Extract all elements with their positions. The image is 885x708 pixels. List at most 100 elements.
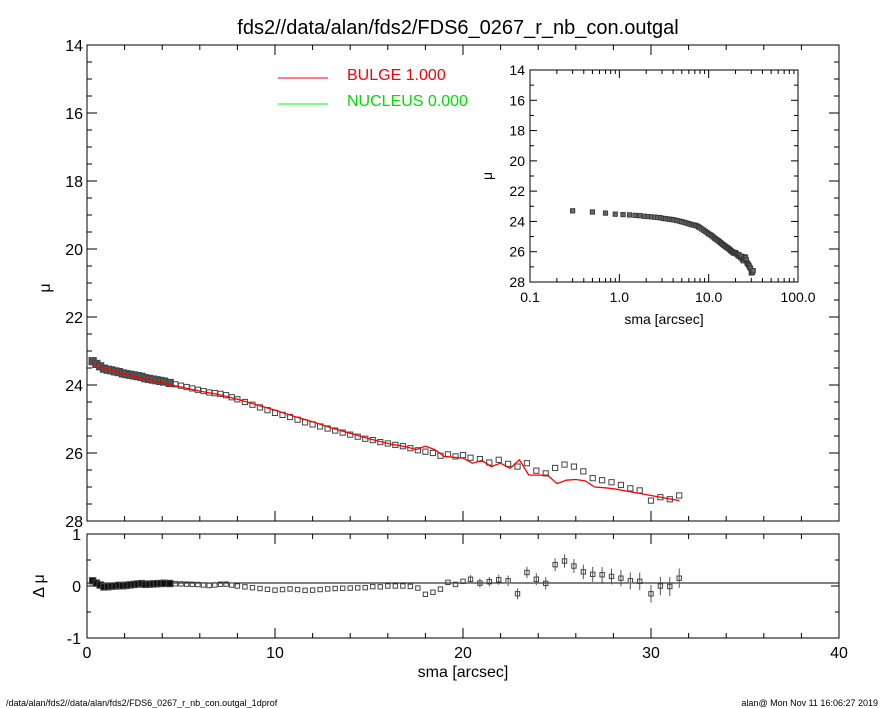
inset-x-axis-label: sma [arcsec]	[624, 311, 703, 327]
inset-y-tick-label: 16	[509, 92, 525, 108]
main-data-point	[505, 460, 512, 467]
residual-data-point	[223, 581, 229, 587]
residual-x-tick-label: 10	[266, 645, 284, 662]
inset-data-point	[626, 212, 633, 218]
residual-x-tick-label: 0	[83, 645, 92, 662]
residual-y-tick-label: 1	[72, 527, 81, 544]
residual-data-point	[287, 586, 293, 592]
main-data-point	[533, 467, 540, 474]
residual-data-point	[392, 583, 399, 589]
residual-data-point	[676, 575, 682, 581]
residual-panel: 10-10 10 20 30 40 sma [arcsec] Δ μ	[31, 527, 848, 681]
residual-data-point	[195, 581, 201, 588]
residual-data-point	[178, 581, 184, 587]
residual-data-point	[172, 581, 179, 587]
residual-data-point	[234, 583, 241, 589]
main-data-point	[542, 470, 549, 477]
main-y-tick-label: 28	[65, 514, 83, 531]
main-data-point	[165, 378, 174, 388]
inset-data-point	[612, 211, 618, 217]
main-y-tick-label: 22	[65, 310, 83, 327]
main-data-point	[599, 477, 606, 484]
inset-data-point	[637, 213, 643, 219]
main-y-tick-label: 20	[65, 242, 83, 259]
residual-data-point	[422, 591, 429, 598]
main-data-point	[467, 454, 474, 461]
residual-data-point	[362, 584, 368, 591]
inset-y-tick-label: 26	[509, 244, 525, 260]
residual-data-point	[264, 586, 271, 593]
main-data-point	[617, 481, 625, 489]
chart-title: fds2//data/alan/fds2/FDS6_0267_r_nb_con.…	[237, 17, 678, 39]
main-data-point	[422, 448, 429, 455]
residual-data-point	[496, 577, 502, 583]
residual-data-point	[189, 581, 195, 588]
inset-data-point	[570, 208, 576, 214]
residual-y-tick-label: -1	[67, 631, 81, 648]
residual-data-point	[467, 576, 474, 582]
residual-data-point	[543, 580, 549, 587]
residual-x-axis-label: sma [arcsec]	[418, 664, 509, 681]
residual-y-axis-label: Δ μ	[31, 574, 48, 597]
main-y-tick-label: 18	[65, 174, 83, 191]
residual-data-point	[324, 586, 331, 592]
residual-data-point	[608, 573, 615, 580]
main-data-point	[627, 485, 634, 492]
residual-data-point	[206, 582, 212, 589]
main-data-point	[608, 479, 615, 486]
main-data-point	[580, 468, 587, 475]
inset-x-tick-label: 100.0	[780, 289, 815, 305]
main-data-point	[514, 463, 521, 470]
residual-data-point	[648, 591, 654, 597]
main-y-axis-label: μ	[37, 283, 54, 292]
main-data-point	[636, 487, 643, 494]
inset-x-tick-label: 0.1	[520, 289, 540, 305]
residual-x-tick-label: 30	[642, 645, 660, 662]
residual-data-point	[514, 591, 521, 597]
residual-x-tick-label: 40	[830, 645, 848, 662]
residual-data-point	[580, 569, 587, 575]
residual-data-point	[524, 569, 530, 576]
main-data-point	[256, 404, 264, 411]
inset-y-axis-label: μ	[479, 172, 495, 180]
inset-y-tick-label: 24	[509, 213, 525, 229]
residual-data-point	[370, 583, 376, 590]
residual-data-point	[552, 561, 558, 568]
residual-data-point	[627, 578, 634, 584]
inset-y-tick-label: 18	[509, 123, 525, 139]
inset-data-points	[570, 208, 756, 276]
main-y-tick-label: 14	[65, 38, 83, 55]
residual-x-tick-label: 20	[454, 645, 472, 662]
inset-axes: 14 16 18 20 22 24 26 280.1 1.0 10.0 100.0	[509, 62, 815, 305]
main-data-point	[414, 447, 421, 454]
residual-data-point	[415, 585, 421, 591]
residual-data-point	[355, 585, 361, 591]
legend: BULGE 1.000 NUCLEUS 0.000	[278, 67, 468, 110]
main-y-tick-label: 16	[65, 106, 83, 123]
residual-data-point	[505, 578, 511, 584]
main-data-point	[429, 449, 437, 457]
inset-plot-frame	[529, 69, 799, 283]
main-y-tick-label: 26	[65, 446, 83, 463]
residual-data-point	[637, 578, 643, 585]
inset-data-point	[589, 209, 596, 215]
residual-data-point	[217, 581, 224, 587]
main-data-point	[523, 460, 531, 467]
inset-panel: 14 16 18 20 22 24 26 280.1 1.0 10.0 100.0 sma [arc…	[479, 62, 816, 327]
main-data-point	[452, 453, 459, 460]
residual-data-point	[229, 582, 235, 588]
residual-data-point	[272, 587, 278, 593]
inset-x-tick-label: 10.0	[695, 289, 722, 305]
residual-data-point	[618, 575, 624, 581]
main-data-point	[332, 427, 339, 434]
main-data-point	[647, 497, 655, 504]
main-data-point	[589, 475, 596, 482]
residual-data-point	[166, 579, 174, 588]
residual-data-point	[486, 578, 493, 585]
residual-data-point	[332, 585, 338, 592]
main-panel: 14 16 18 20 22 24 26 28 μ BULGE 1.000 NUCLEUS 0…	[37, 38, 840, 531]
residual-data-point	[317, 586, 323, 593]
residual-data-point	[385, 583, 391, 589]
residual-data-point	[430, 589, 436, 595]
main-data-point	[459, 451, 467, 459]
